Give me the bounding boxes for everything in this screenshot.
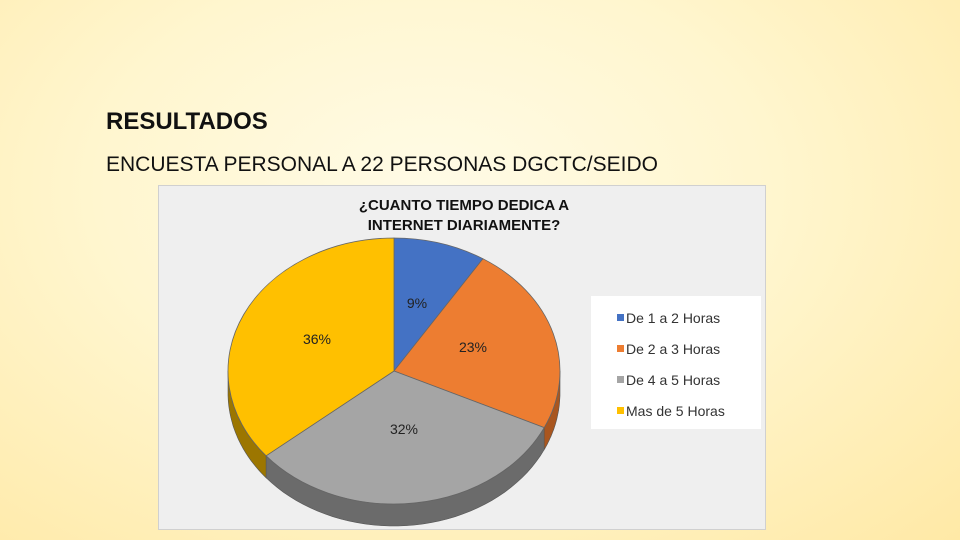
legend-swatch-4 (617, 407, 624, 414)
legend-swatch-1 (617, 314, 624, 321)
legend-item-4: Mas de 5 Horas (617, 395, 761, 426)
chart-title-line-1: ¿CUANTO TIEMPO DEDICA A (358, 197, 570, 214)
data-label-1: 9% (407, 295, 427, 311)
chart-legend: De 1 a 2 Horas De 2 a 3 Horas De 4 a 5 H… (591, 296, 761, 429)
slice-2-top (393, 258, 561, 429)
slide-subtitle: ENCUESTA PERSONAL A 22 PERSONAS DGCTC/SE… (106, 153, 658, 176)
slice-1-top (393, 237, 484, 373)
legend-item-2: De 2 a 3 Horas (617, 333, 761, 364)
legend-item-1: De 1 a 2 Horas (617, 302, 761, 333)
slide-title: RESULTADOS (106, 108, 268, 135)
data-label-4: 36% (303, 331, 331, 347)
legend-label-1: De 1 a 2 Horas (626, 309, 721, 326)
data-label-2: 23% (459, 339, 487, 355)
chart-title-line-2: INTERNET DIARIAMENTE? (367, 217, 561, 234)
legend-item-3: De 4 a 5 Horas (617, 364, 761, 395)
pie-chart-canvas: 9% 23% 32% 36% (227, 237, 561, 527)
slice-3-top (265, 370, 545, 505)
slice-4-top (227, 237, 395, 457)
pie-chart: ¿CUANTO TIEMPO DEDICA A INTERNET DIARIAM… (158, 185, 766, 530)
legend-swatch-2 (617, 345, 624, 352)
legend-swatch-3 (617, 376, 624, 383)
data-label-3: 32% (390, 421, 418, 437)
legend-label-4: Mas de 5 Horas (626, 402, 725, 419)
chart-title: ¿CUANTO TIEMPO DEDICA A INTERNET DIARIAM… (299, 196, 629, 236)
legend-label-3: De 4 a 5 Horas (626, 371, 721, 388)
legend-label-2: De 2 a 3 Horas (626, 340, 721, 357)
